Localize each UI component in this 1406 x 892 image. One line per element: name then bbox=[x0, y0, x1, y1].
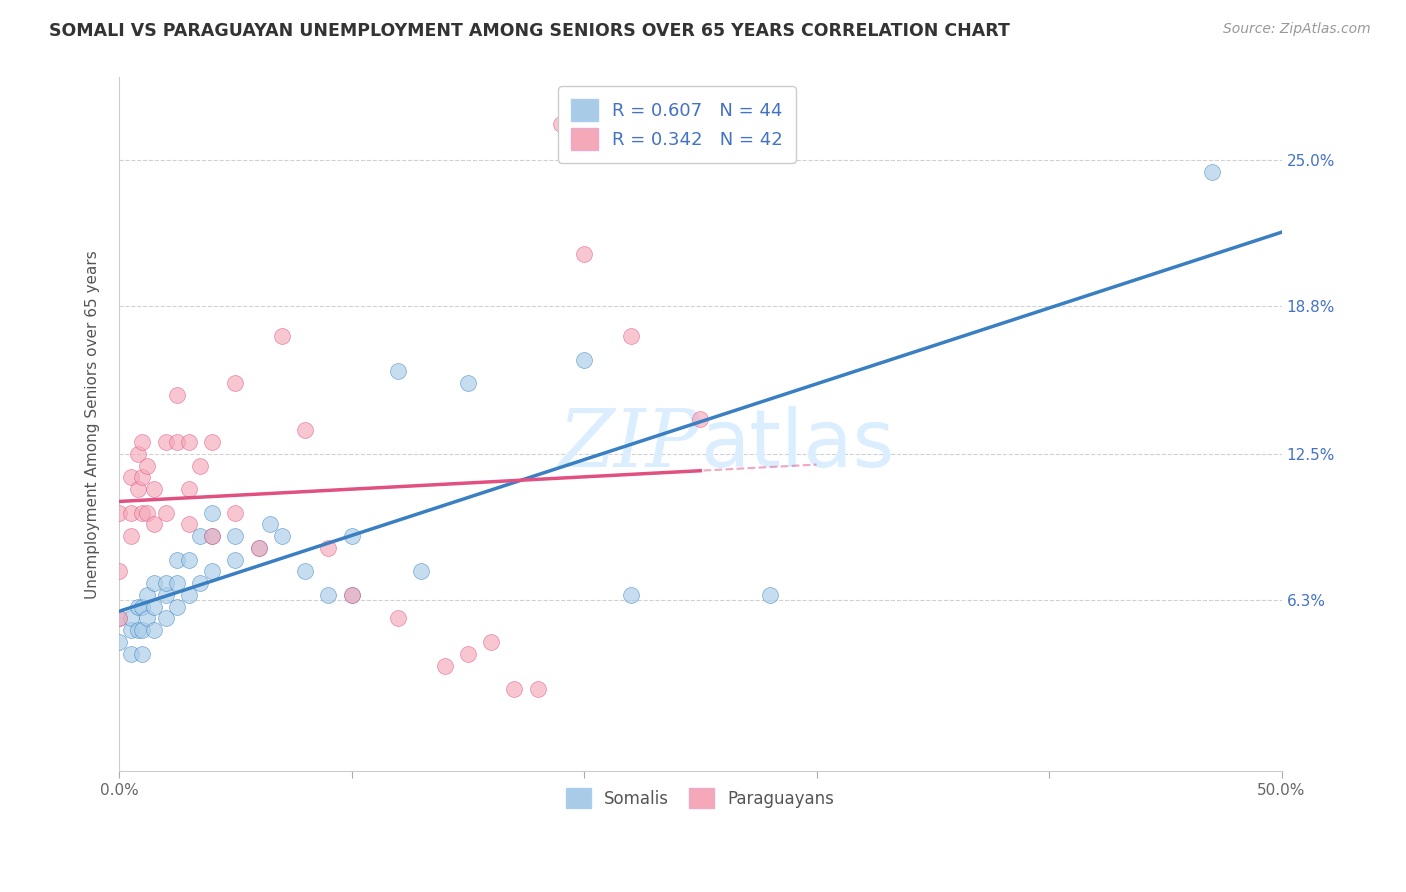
Point bbox=[689, 411, 711, 425]
Point bbox=[142, 624, 165, 638]
Point bbox=[142, 599, 165, 614]
Point bbox=[136, 588, 159, 602]
Point bbox=[177, 517, 200, 532]
Point bbox=[177, 552, 200, 566]
Point bbox=[572, 247, 595, 261]
Point bbox=[270, 529, 292, 543]
Point bbox=[479, 635, 502, 649]
Point bbox=[316, 588, 339, 602]
Point bbox=[572, 352, 595, 367]
Point bbox=[108, 565, 131, 579]
Point bbox=[190, 529, 212, 543]
Point bbox=[201, 529, 224, 543]
Point bbox=[270, 329, 292, 343]
Point bbox=[316, 541, 339, 555]
Point bbox=[108, 611, 131, 625]
Point bbox=[294, 565, 316, 579]
Point bbox=[166, 576, 188, 591]
Point bbox=[294, 423, 316, 437]
Point bbox=[108, 506, 131, 520]
Point bbox=[340, 588, 363, 602]
Point bbox=[120, 647, 142, 661]
Point bbox=[457, 647, 479, 661]
Point bbox=[136, 506, 159, 520]
Point bbox=[759, 588, 782, 602]
Point bbox=[190, 458, 212, 473]
Point bbox=[131, 647, 153, 661]
Point bbox=[619, 329, 641, 343]
Point bbox=[224, 529, 246, 543]
Point bbox=[247, 541, 270, 555]
Point bbox=[224, 506, 246, 520]
Point bbox=[155, 435, 177, 450]
Point bbox=[155, 588, 177, 602]
Point bbox=[177, 482, 200, 496]
Point bbox=[155, 611, 177, 625]
Point bbox=[136, 458, 159, 473]
Point bbox=[259, 517, 281, 532]
Point bbox=[127, 482, 149, 496]
Point bbox=[131, 470, 153, 484]
Point bbox=[457, 376, 479, 391]
Text: Source: ZipAtlas.com: Source: ZipAtlas.com bbox=[1223, 22, 1371, 37]
Point bbox=[201, 506, 224, 520]
Point bbox=[177, 435, 200, 450]
Point bbox=[550, 118, 572, 132]
Text: SOMALI VS PARAGUAYAN UNEMPLOYMENT AMONG SENIORS OVER 65 YEARS CORRELATION CHART: SOMALI VS PARAGUAYAN UNEMPLOYMENT AMONG … bbox=[49, 22, 1010, 40]
Point bbox=[166, 552, 188, 566]
Point bbox=[1201, 164, 1223, 178]
Point bbox=[177, 588, 200, 602]
Point bbox=[166, 435, 188, 450]
Point bbox=[131, 599, 153, 614]
Point bbox=[340, 588, 363, 602]
Point bbox=[127, 447, 149, 461]
Point bbox=[142, 517, 165, 532]
Point bbox=[136, 611, 159, 625]
Point bbox=[155, 576, 177, 591]
Point bbox=[340, 529, 363, 543]
Point bbox=[166, 388, 188, 402]
Point bbox=[108, 611, 131, 625]
Point bbox=[201, 565, 224, 579]
Point bbox=[503, 681, 526, 696]
Point bbox=[224, 552, 246, 566]
Point bbox=[526, 681, 548, 696]
Legend: Somalis, Paraguayans: Somalis, Paraguayans bbox=[560, 781, 841, 815]
Point bbox=[433, 658, 456, 673]
Point bbox=[142, 482, 165, 496]
Point bbox=[142, 576, 165, 591]
Point bbox=[120, 624, 142, 638]
Point bbox=[247, 541, 270, 555]
Point bbox=[387, 611, 409, 625]
Point bbox=[127, 599, 149, 614]
Point bbox=[155, 506, 177, 520]
Point bbox=[120, 529, 142, 543]
Point bbox=[166, 599, 188, 614]
Point bbox=[201, 529, 224, 543]
Point bbox=[411, 565, 433, 579]
Point bbox=[127, 624, 149, 638]
Point bbox=[120, 470, 142, 484]
Point bbox=[108, 635, 131, 649]
Point bbox=[131, 624, 153, 638]
Point bbox=[131, 435, 153, 450]
Text: ZIP: ZIP bbox=[558, 407, 700, 484]
Point bbox=[224, 376, 246, 391]
Point bbox=[201, 435, 224, 450]
Point bbox=[120, 506, 142, 520]
Point bbox=[120, 611, 142, 625]
Point bbox=[131, 506, 153, 520]
Point bbox=[190, 576, 212, 591]
Y-axis label: Unemployment Among Seniors over 65 years: Unemployment Among Seniors over 65 years bbox=[86, 250, 100, 599]
Point bbox=[387, 364, 409, 378]
Point bbox=[619, 588, 641, 602]
Text: atlas: atlas bbox=[700, 406, 894, 484]
